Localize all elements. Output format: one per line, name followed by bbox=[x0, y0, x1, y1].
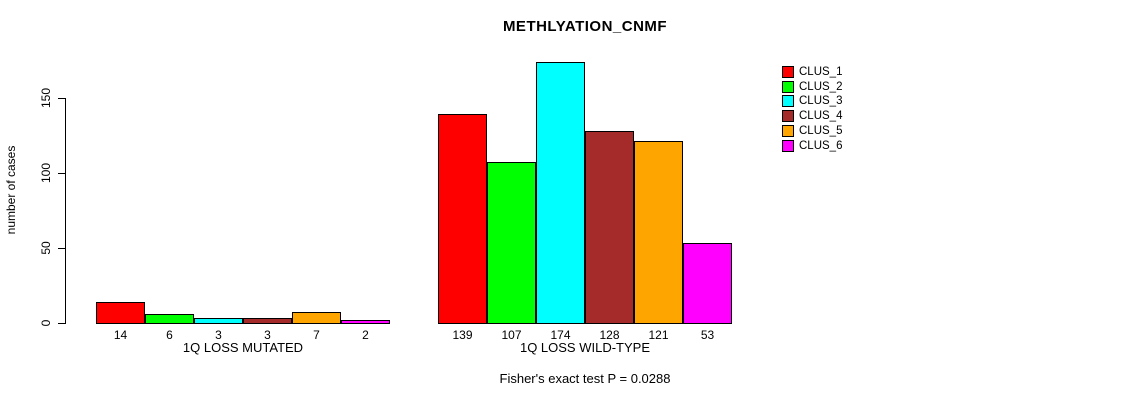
bar-clus_3-mutated bbox=[194, 318, 243, 324]
bar-clus_6-mutated bbox=[341, 320, 390, 324]
fisher-test-footnote: Fisher's exact test P = 0.0288 bbox=[499, 371, 671, 386]
bar-clus_1-wildtype bbox=[438, 114, 487, 324]
group-label: 1Q LOSS MUTATED bbox=[182, 340, 304, 355]
bar-clus_4-wildtype bbox=[585, 131, 634, 324]
bar-value-label: 3 bbox=[264, 328, 271, 342]
legend-swatch-clus_1 bbox=[782, 66, 794, 78]
bar-clus_5-mutated bbox=[292, 312, 341, 324]
legend-swatch-clus_4 bbox=[782, 110, 794, 122]
bar-value-label: 121 bbox=[648, 328, 669, 342]
legend-swatch-clus_2 bbox=[782, 81, 794, 93]
y-tick-label: 150 bbox=[39, 87, 53, 109]
group-label: 1Q LOSS WILD-TYPE bbox=[519, 340, 651, 355]
bar-clus_5-wildtype bbox=[634, 141, 683, 324]
legend-item-label: CLUS_6 bbox=[799, 140, 843, 152]
bar-value-label: 3 bbox=[215, 328, 222, 342]
legend-item-label: CLUS_3 bbox=[799, 95, 843, 107]
y-tick-label: 100 bbox=[39, 162, 53, 184]
y-tick bbox=[58, 98, 65, 99]
legend-swatch-clus_3 bbox=[782, 95, 794, 107]
y-tick bbox=[58, 173, 65, 174]
legend-item-label: CLUS_1 bbox=[799, 66, 843, 78]
bar-clus_2-mutated bbox=[145, 314, 194, 324]
y-tick bbox=[58, 323, 65, 324]
bar-value-label: 14 bbox=[113, 328, 128, 342]
bar-clus_1-mutated bbox=[96, 302, 145, 324]
bar-value-label: 128 bbox=[599, 328, 620, 342]
legend-item-label: CLUS_2 bbox=[799, 81, 843, 93]
bar-value-label: 2 bbox=[362, 328, 369, 342]
legend-swatch-clus_6 bbox=[782, 140, 794, 152]
bar-value-label: 107 bbox=[501, 328, 522, 342]
y-axis-label: number of cases bbox=[4, 145, 18, 235]
y-tick-label: 0 bbox=[39, 319, 53, 327]
legend-item-label: CLUS_4 bbox=[799, 110, 843, 122]
legend-swatch-clus_5 bbox=[782, 125, 794, 137]
bar-value-label: 139 bbox=[452, 328, 473, 342]
y-tick bbox=[58, 248, 65, 249]
bar-clus_3-wildtype bbox=[536, 62, 585, 324]
chart-title: METHLYATION_CNMF bbox=[502, 18, 668, 35]
bar-clus_6-wildtype bbox=[683, 243, 732, 324]
bar-value-label: 7 bbox=[313, 328, 320, 342]
y-tick-label: 50 bbox=[39, 241, 53, 255]
bar-value-label: 53 bbox=[700, 328, 715, 342]
bar-value-label: 174 bbox=[550, 328, 571, 342]
y-axis-line bbox=[65, 98, 66, 324]
bar-clus_4-mutated bbox=[243, 318, 292, 324]
bar-value-label: 6 bbox=[166, 328, 173, 342]
bar-clus_2-wildtype bbox=[487, 162, 536, 324]
legend-item-label: CLUS_5 bbox=[799, 125, 843, 137]
